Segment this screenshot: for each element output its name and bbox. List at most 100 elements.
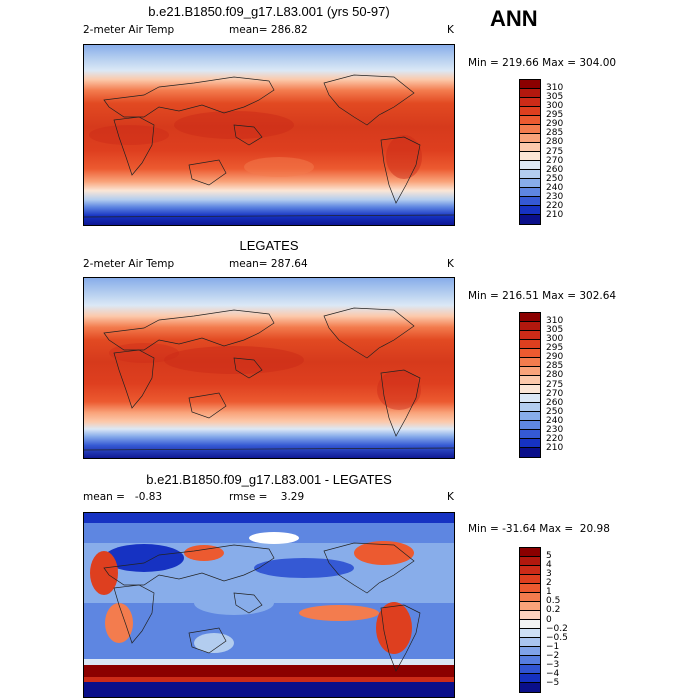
colorbar-tick-label: 220 xyxy=(546,201,564,212)
colorbar-tick-label: −3 xyxy=(546,660,560,671)
colorbar-tick-label: 230 xyxy=(546,425,564,436)
colorbar-swatch xyxy=(520,665,540,674)
colorbar-tick-label: 280 xyxy=(546,370,564,381)
colorbar-swatch xyxy=(520,313,540,322)
colorbar-swatch xyxy=(520,358,540,367)
colorbar-swatch xyxy=(520,107,540,116)
colorbar-tick-label: 285 xyxy=(546,128,564,139)
colorbar-swatch xyxy=(520,439,540,448)
obs-map xyxy=(83,277,455,459)
colorbar-swatch xyxy=(520,412,540,421)
colorbar-tick-label: 290 xyxy=(546,352,564,363)
colorbar-tick-label: 3 xyxy=(546,568,552,579)
obs-panel: LEGATES 2-meter Air Temp mean= 287.64 K xyxy=(0,235,700,470)
colorbar-swatch xyxy=(520,125,540,134)
colorbar-swatch xyxy=(520,656,540,665)
units-label: K xyxy=(447,24,454,36)
colorbar-tick-label: 250 xyxy=(546,406,564,417)
model-panel: b.e21.B1850.f09_g17.L83.001 (yrs 50-97) … xyxy=(0,0,700,235)
colorbar-swatch xyxy=(520,161,540,170)
colorbar-swatch xyxy=(520,134,540,143)
colorbar-tick-label: 0.2 xyxy=(546,605,561,616)
colorbar-tick-label: −5 xyxy=(546,678,560,689)
mean-label: mean = -0.83 xyxy=(83,491,163,503)
colorbar-swatch xyxy=(520,611,540,620)
colorbar-swatch xyxy=(520,548,540,557)
colorbar-tick-label: 240 xyxy=(546,416,564,426)
colorbar-swatch xyxy=(520,331,540,340)
mean-label: mean= 286.82 xyxy=(229,24,308,36)
colorbar xyxy=(519,312,541,458)
minmax-label: Min = 219.66 Max = 304.00 xyxy=(468,57,617,69)
difference-panel: b.e21.B1850.f09_g17.L83.001 - LEGATES me… xyxy=(0,470,700,700)
colorbar-swatch xyxy=(520,215,540,224)
colorbar xyxy=(519,79,541,225)
colorbar-swatch xyxy=(520,340,540,349)
colorbar-swatch xyxy=(520,575,540,584)
colorbar-swatch xyxy=(520,647,540,656)
colorbar-tick-label: 240 xyxy=(546,183,564,193)
colorbar-swatch xyxy=(520,629,540,638)
colorbar-tick-label: 270 xyxy=(546,388,564,399)
colorbar-swatch xyxy=(520,683,540,692)
colorbar-tick-label: 210 xyxy=(546,210,564,221)
colorbar-tick-label: −4 xyxy=(546,669,560,680)
colorbar-swatch xyxy=(520,448,540,457)
mean-label: mean= 287.64 xyxy=(229,258,308,270)
colorbar-swatch xyxy=(520,430,540,439)
colorbar-tick-label: 260 xyxy=(546,397,564,408)
colorbar-tick-label: −1 xyxy=(546,641,560,652)
colorbar-swatch xyxy=(520,152,540,161)
colorbar-tick-label: 305 xyxy=(546,91,564,102)
panel-title: b.e21.B1850.f09_g17.L83.001 (yrs 50-97) xyxy=(148,4,390,19)
colorbar-swatch xyxy=(520,80,540,89)
colorbar-tick-label: 305 xyxy=(546,324,564,335)
colorbar-tick-label: −0.5 xyxy=(546,632,568,643)
colorbar-swatch xyxy=(520,620,540,629)
colorbar xyxy=(519,547,541,693)
colorbar-swatch xyxy=(520,566,540,575)
colorbar-tick-label: 300 xyxy=(546,100,564,111)
colorbar-tick-label: 285 xyxy=(546,361,564,372)
variable-label: 2-meter Air Temp xyxy=(83,24,175,36)
colorbar-tick-label: 4 xyxy=(546,559,552,570)
colorbar-tick-label: 5 xyxy=(546,550,552,561)
rmse-label: rmse = 3.29 xyxy=(229,491,305,503)
colorbar-tick-label: 280 xyxy=(546,137,564,148)
colorbar-swatch xyxy=(520,385,540,394)
colorbar-swatch xyxy=(520,593,540,602)
colorbar-tick-label: 310 xyxy=(546,82,564,93)
colorbar-tick-label: 295 xyxy=(546,110,564,120)
colorbar-tick-label: 250 xyxy=(546,173,564,184)
minmax-label: Min = 216.51 Max = 302.64 xyxy=(468,290,617,302)
colorbar-swatch xyxy=(520,421,540,430)
colorbar-swatch xyxy=(520,349,540,358)
colorbar-swatch xyxy=(520,403,540,412)
colorbar-tick-label: 275 xyxy=(546,146,564,157)
colorbar-swatch xyxy=(520,394,540,403)
variable-label: 2-meter Air Temp xyxy=(83,258,175,270)
panel-title: LEGATES xyxy=(239,238,299,253)
colorbar-tick-label: −2 xyxy=(546,651,560,661)
colorbar-tick-label: 2 xyxy=(546,578,552,588)
panel-title: b.e21.B1850.f09_g17.L83.001 - LEGATES xyxy=(146,472,392,487)
minmax-label: Min = -31.64 Max = 20.98 xyxy=(468,523,610,535)
colorbar-tick-label: 260 xyxy=(546,164,564,175)
colorbar-swatch xyxy=(520,170,540,179)
colorbar-tick-label: 295 xyxy=(546,343,564,353)
colorbar-tick-label: 0.5 xyxy=(546,596,561,607)
colorbar-tick-label: 275 xyxy=(546,379,564,390)
colorbar-swatch xyxy=(520,584,540,593)
units-label: K xyxy=(447,491,454,503)
colorbar-tick-label: 220 xyxy=(546,434,564,445)
colorbar-tick-label: 1 xyxy=(546,587,552,598)
colorbar-swatch xyxy=(520,376,540,385)
colorbar-tick-label: 310 xyxy=(546,315,564,326)
colorbar-swatch xyxy=(520,179,540,188)
colorbar-swatch xyxy=(520,367,540,376)
colorbar-tick-label: 230 xyxy=(546,192,564,203)
colorbar-swatch xyxy=(520,557,540,566)
model-map xyxy=(83,44,455,226)
colorbar-swatch xyxy=(520,143,540,152)
colorbar-swatch xyxy=(520,638,540,647)
